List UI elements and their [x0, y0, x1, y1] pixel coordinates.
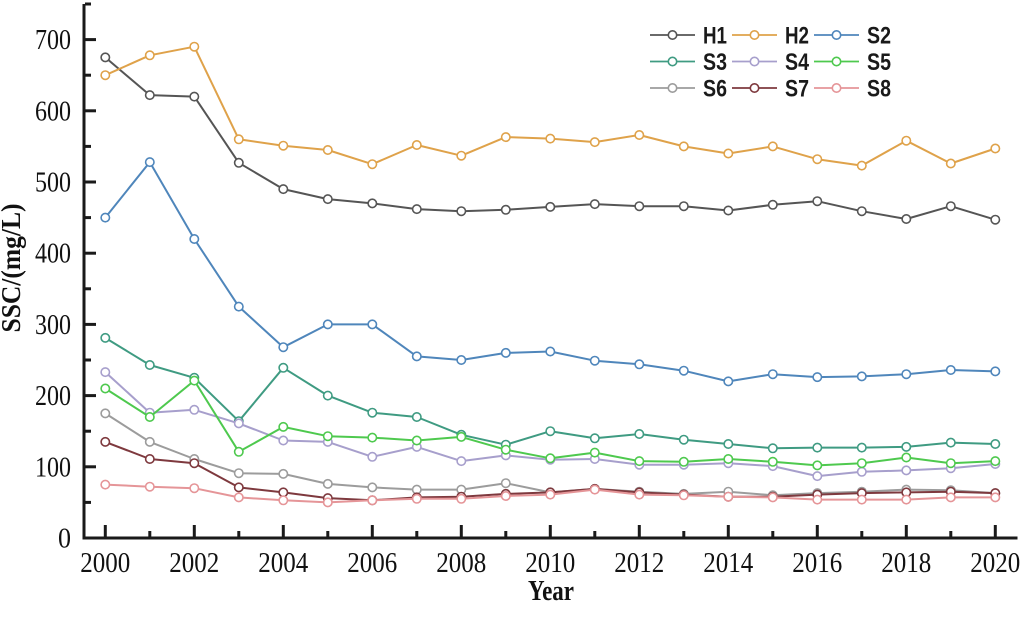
svg-text:2008: 2008 — [436, 547, 486, 579]
svg-text:2014: 2014 — [703, 547, 753, 579]
svg-text:H1: H1 — [703, 23, 727, 50]
svg-text:100: 100 — [35, 451, 71, 483]
svg-text:S7: S7 — [785, 76, 809, 103]
svg-text:Year: Year — [528, 576, 574, 607]
svg-text:2004: 2004 — [258, 547, 308, 579]
svg-text:500: 500 — [35, 167, 71, 199]
svg-text:S5: S5 — [867, 49, 891, 76]
svg-text:2020: 2020 — [970, 547, 1020, 579]
svg-text:700: 700 — [35, 24, 71, 56]
svg-text:2002: 2002 — [169, 547, 219, 579]
svg-text:S2: S2 — [867, 23, 891, 50]
svg-text:2018: 2018 — [881, 547, 931, 579]
svg-text:0: 0 — [58, 523, 71, 555]
svg-text:400: 400 — [35, 238, 71, 270]
svg-text:300: 300 — [35, 309, 71, 341]
svg-text:2016: 2016 — [792, 547, 842, 579]
svg-text:2006: 2006 — [347, 547, 397, 579]
svg-text:S3: S3 — [703, 49, 727, 76]
svg-text:2012: 2012 — [614, 547, 664, 579]
svg-text:S8: S8 — [867, 76, 891, 103]
svg-text:2010: 2010 — [525, 547, 575, 579]
svg-text:S6: S6 — [703, 76, 727, 103]
svg-text:200: 200 — [35, 380, 71, 412]
svg-text:S4: S4 — [785, 49, 810, 76]
svg-text:2000: 2000 — [80, 547, 130, 579]
svg-text:SSC/(mg/L): SSC/(mg/L) — [0, 204, 26, 333]
svg-text:600: 600 — [35, 95, 71, 127]
svg-text:H2: H2 — [785, 23, 809, 50]
